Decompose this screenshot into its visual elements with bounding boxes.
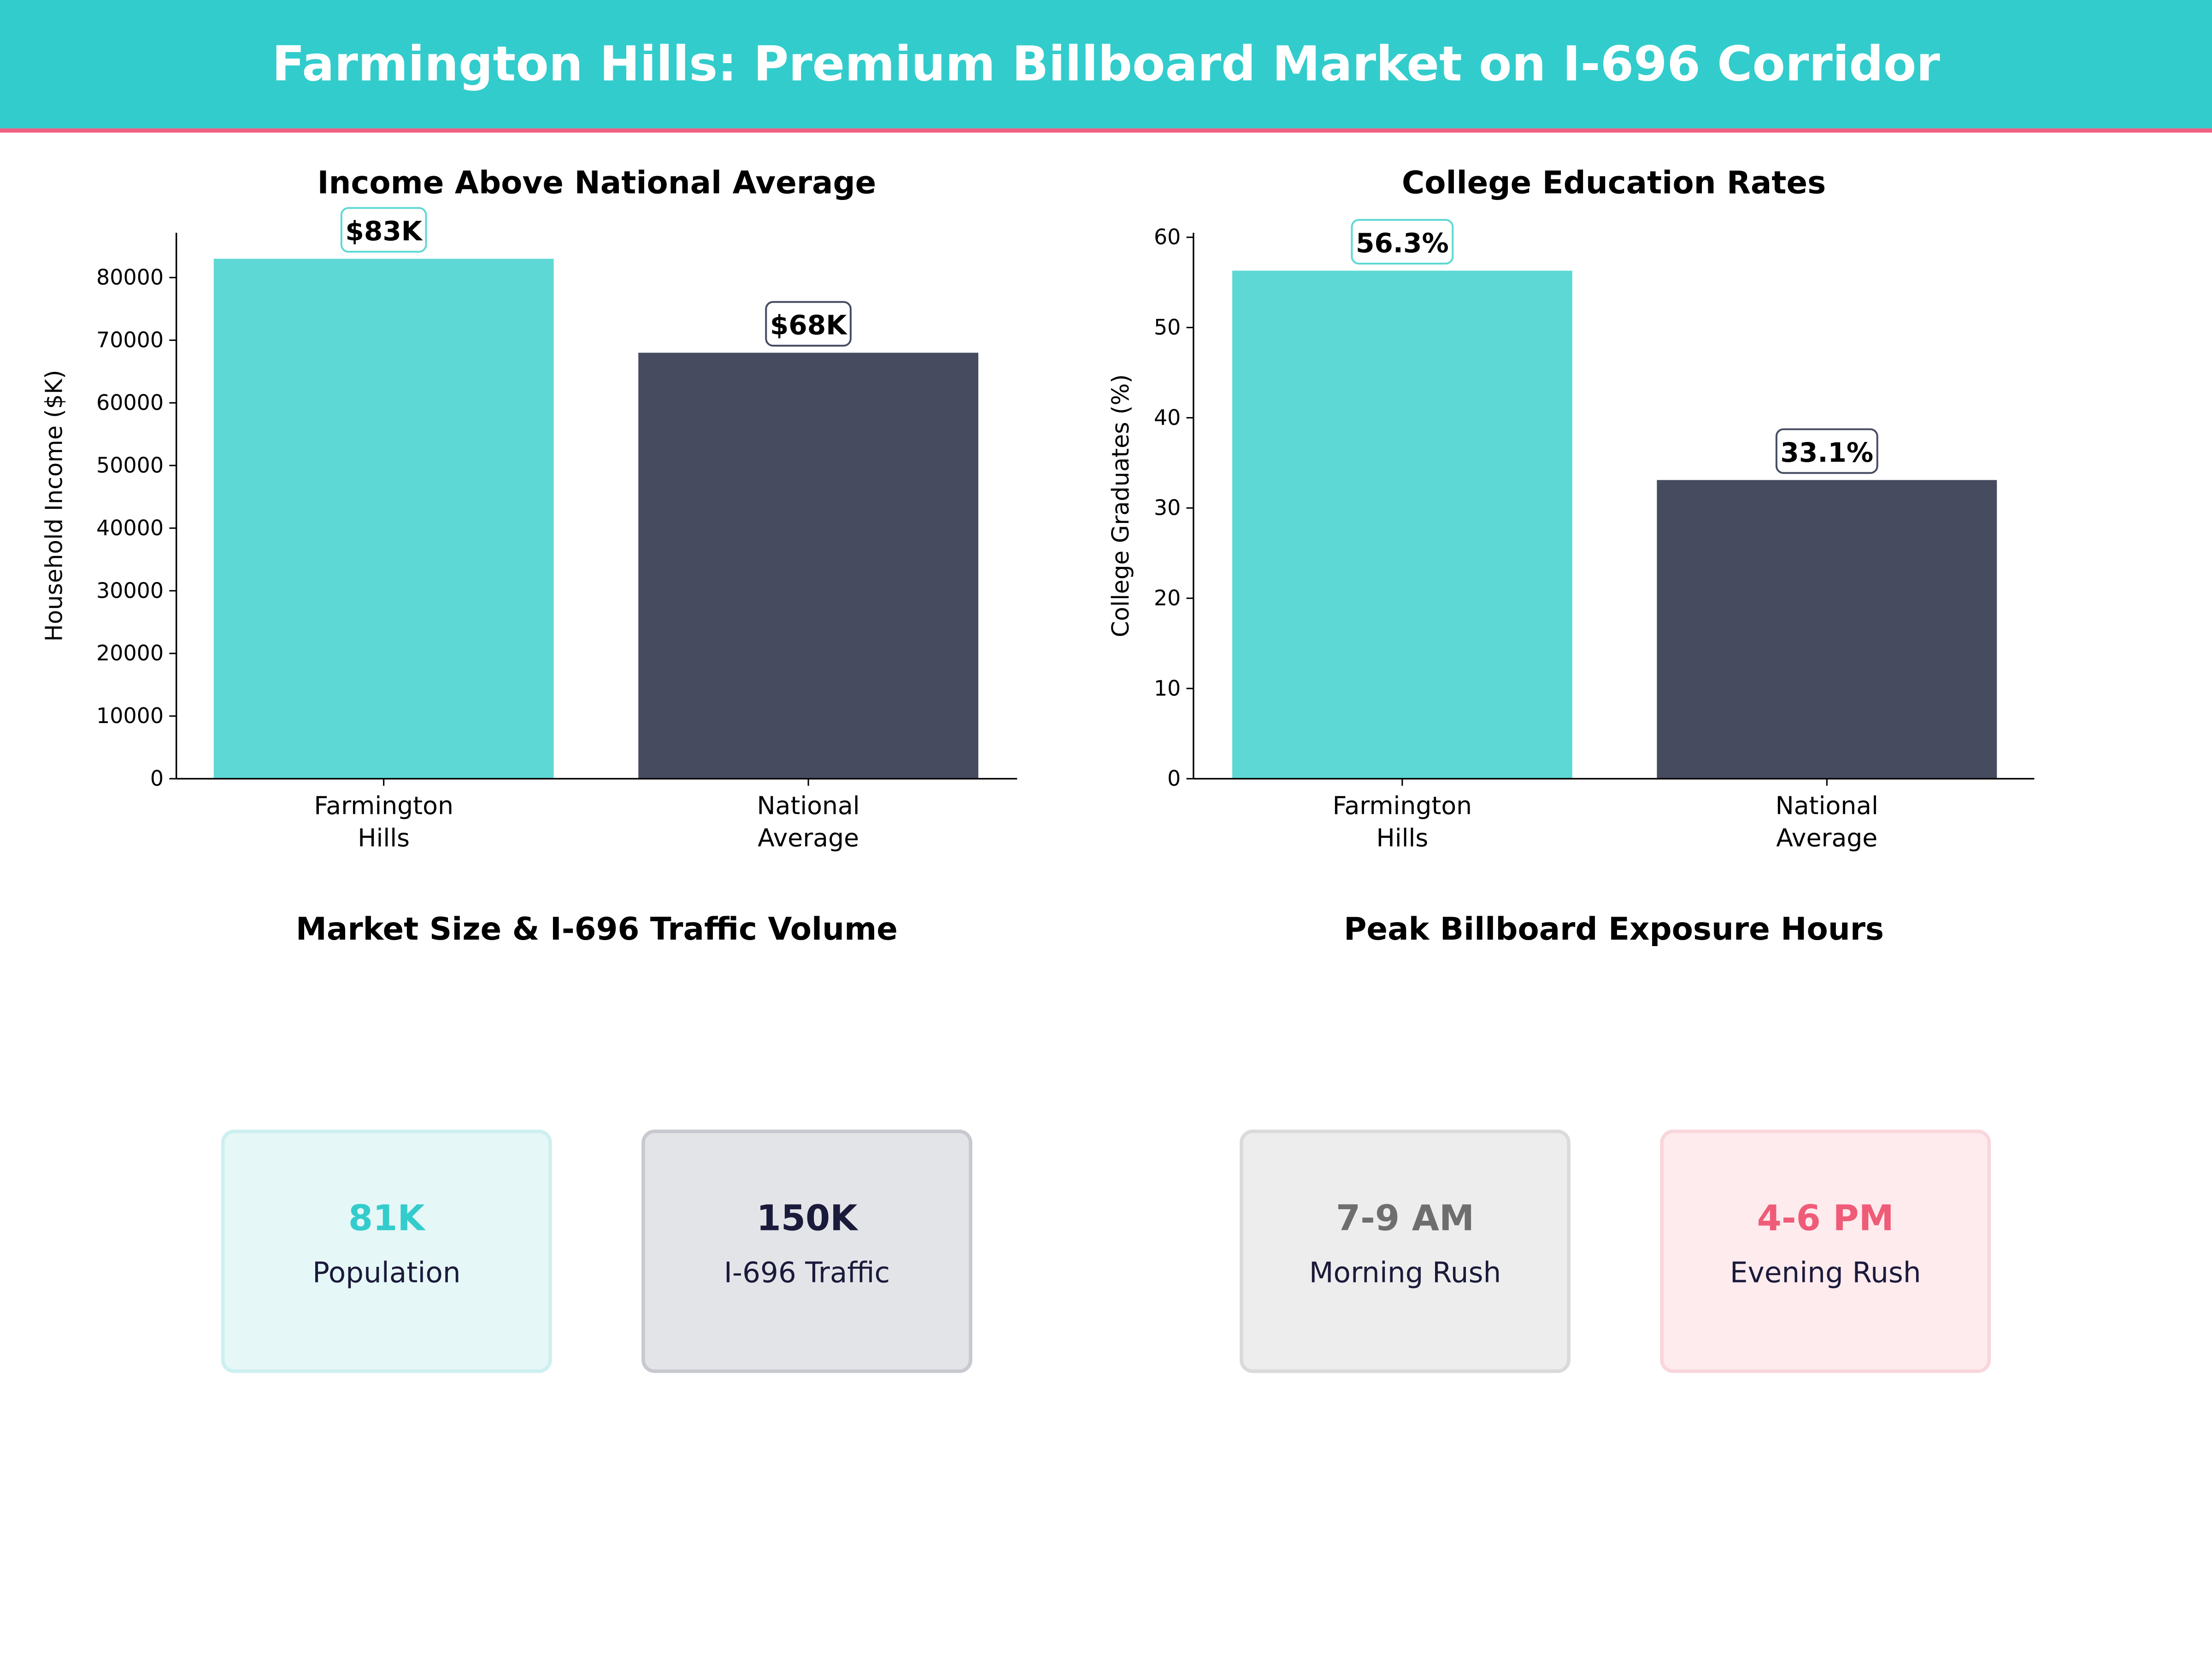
x-tick-label: Farmington xyxy=(1333,791,1472,820)
y-tick-label: 50 xyxy=(1154,315,1181,340)
stat-card-bg xyxy=(221,1130,552,1373)
stat-panel-2: Peak Billboard Exposure Hours 7-9 AM Morni… xyxy=(1240,911,1991,1373)
y-tick-label: 80000 xyxy=(96,265,164,290)
x-tick-label: Average xyxy=(758,824,859,853)
y-tick-label: 20000 xyxy=(96,641,164,665)
data-label: $68K xyxy=(770,310,847,341)
stat-card: 4-6 PM Evening Rush xyxy=(1660,1130,1991,1373)
stat-value: 4-6 PM xyxy=(1757,1198,1894,1239)
y-tick-label: 20 xyxy=(1154,585,1181,610)
x-tick-label: National xyxy=(1776,791,1878,820)
y-axis-label: College Graduates (%) xyxy=(1107,374,1134,637)
bar-chart-2: College Education Rates 56.3% Farmington Hi… xyxy=(1107,164,2035,853)
stat-label: I-696 Traffic xyxy=(724,1257,890,1289)
x-tick-label: Hills xyxy=(358,824,410,853)
bar xyxy=(1657,480,1997,779)
header-banner xyxy=(0,0,2212,129)
data-label: $83K xyxy=(345,216,423,247)
y-tick-label: 40000 xyxy=(96,515,164,540)
bar-chart-1: Income Above National Average $83K Farming… xyxy=(41,164,1018,853)
chart-title: College Education Rates xyxy=(1402,164,1826,200)
stat-panel-1: Market Size & I-696 Traffic Volume 81K Pop… xyxy=(221,911,972,1373)
y-tick-label: 0 xyxy=(150,766,164,791)
y-tick-label: 50000 xyxy=(96,453,164,477)
stat-card-bg xyxy=(1240,1130,1571,1373)
y-tick-label: 0 xyxy=(1167,766,1181,791)
data-label-box xyxy=(765,301,852,347)
data-label-box xyxy=(340,207,427,253)
stat-card-bg xyxy=(641,1130,972,1373)
y-tick-label: 40 xyxy=(1154,405,1181,430)
panel-title: Market Size & I-696 Traffic Volume xyxy=(296,911,898,947)
bar xyxy=(638,353,978,779)
y-axis-label: Household Income ($K) xyxy=(41,370,68,642)
header-accent-line xyxy=(0,128,2212,133)
x-tick-label: National xyxy=(757,791,859,820)
stat-card: 150K I-696 Traffic xyxy=(641,1130,972,1373)
stat-label: Morning Rush xyxy=(1309,1257,1501,1289)
x-tick-label: Hills xyxy=(1376,824,1428,853)
y-tick-label: 30000 xyxy=(96,578,164,603)
y-tick-label: 60 xyxy=(1154,224,1181,249)
y-tick-label: 60000 xyxy=(96,390,164,415)
data-label: 33.1% xyxy=(1780,437,1873,468)
x-tick-label: Farmington xyxy=(314,791,453,820)
stat-label: Population xyxy=(312,1257,461,1289)
chart-title: Income Above National Average xyxy=(317,164,876,200)
stat-card-bg xyxy=(1660,1130,1991,1373)
y-tick-label: 10 xyxy=(1154,676,1181,700)
y-tick-label: 70000 xyxy=(96,328,164,353)
y-tick-label: 10000 xyxy=(96,703,164,728)
panel-title: Peak Billboard Exposure Hours xyxy=(1344,911,1884,947)
stat-value: 7-9 AM xyxy=(1336,1198,1474,1239)
bar xyxy=(1232,271,1572,779)
stat-value: 150K xyxy=(757,1198,859,1239)
stat-label: Evening Rush xyxy=(1730,1257,1921,1289)
data-label-box xyxy=(1351,219,1454,265)
page-title: Farmington Hills: Premium Billboard Mark… xyxy=(272,35,1940,92)
x-tick-label: Average xyxy=(1776,824,1877,853)
stat-value: 81K xyxy=(348,1198,426,1239)
stat-card: 7-9 AM Morning Rush xyxy=(1240,1130,1571,1373)
data-label: 56.3% xyxy=(1356,228,1449,259)
bar xyxy=(213,259,554,779)
stat-card: 81K Population xyxy=(221,1130,552,1373)
y-tick-label: 30 xyxy=(1154,495,1181,520)
data-label-box xyxy=(1775,428,1878,474)
